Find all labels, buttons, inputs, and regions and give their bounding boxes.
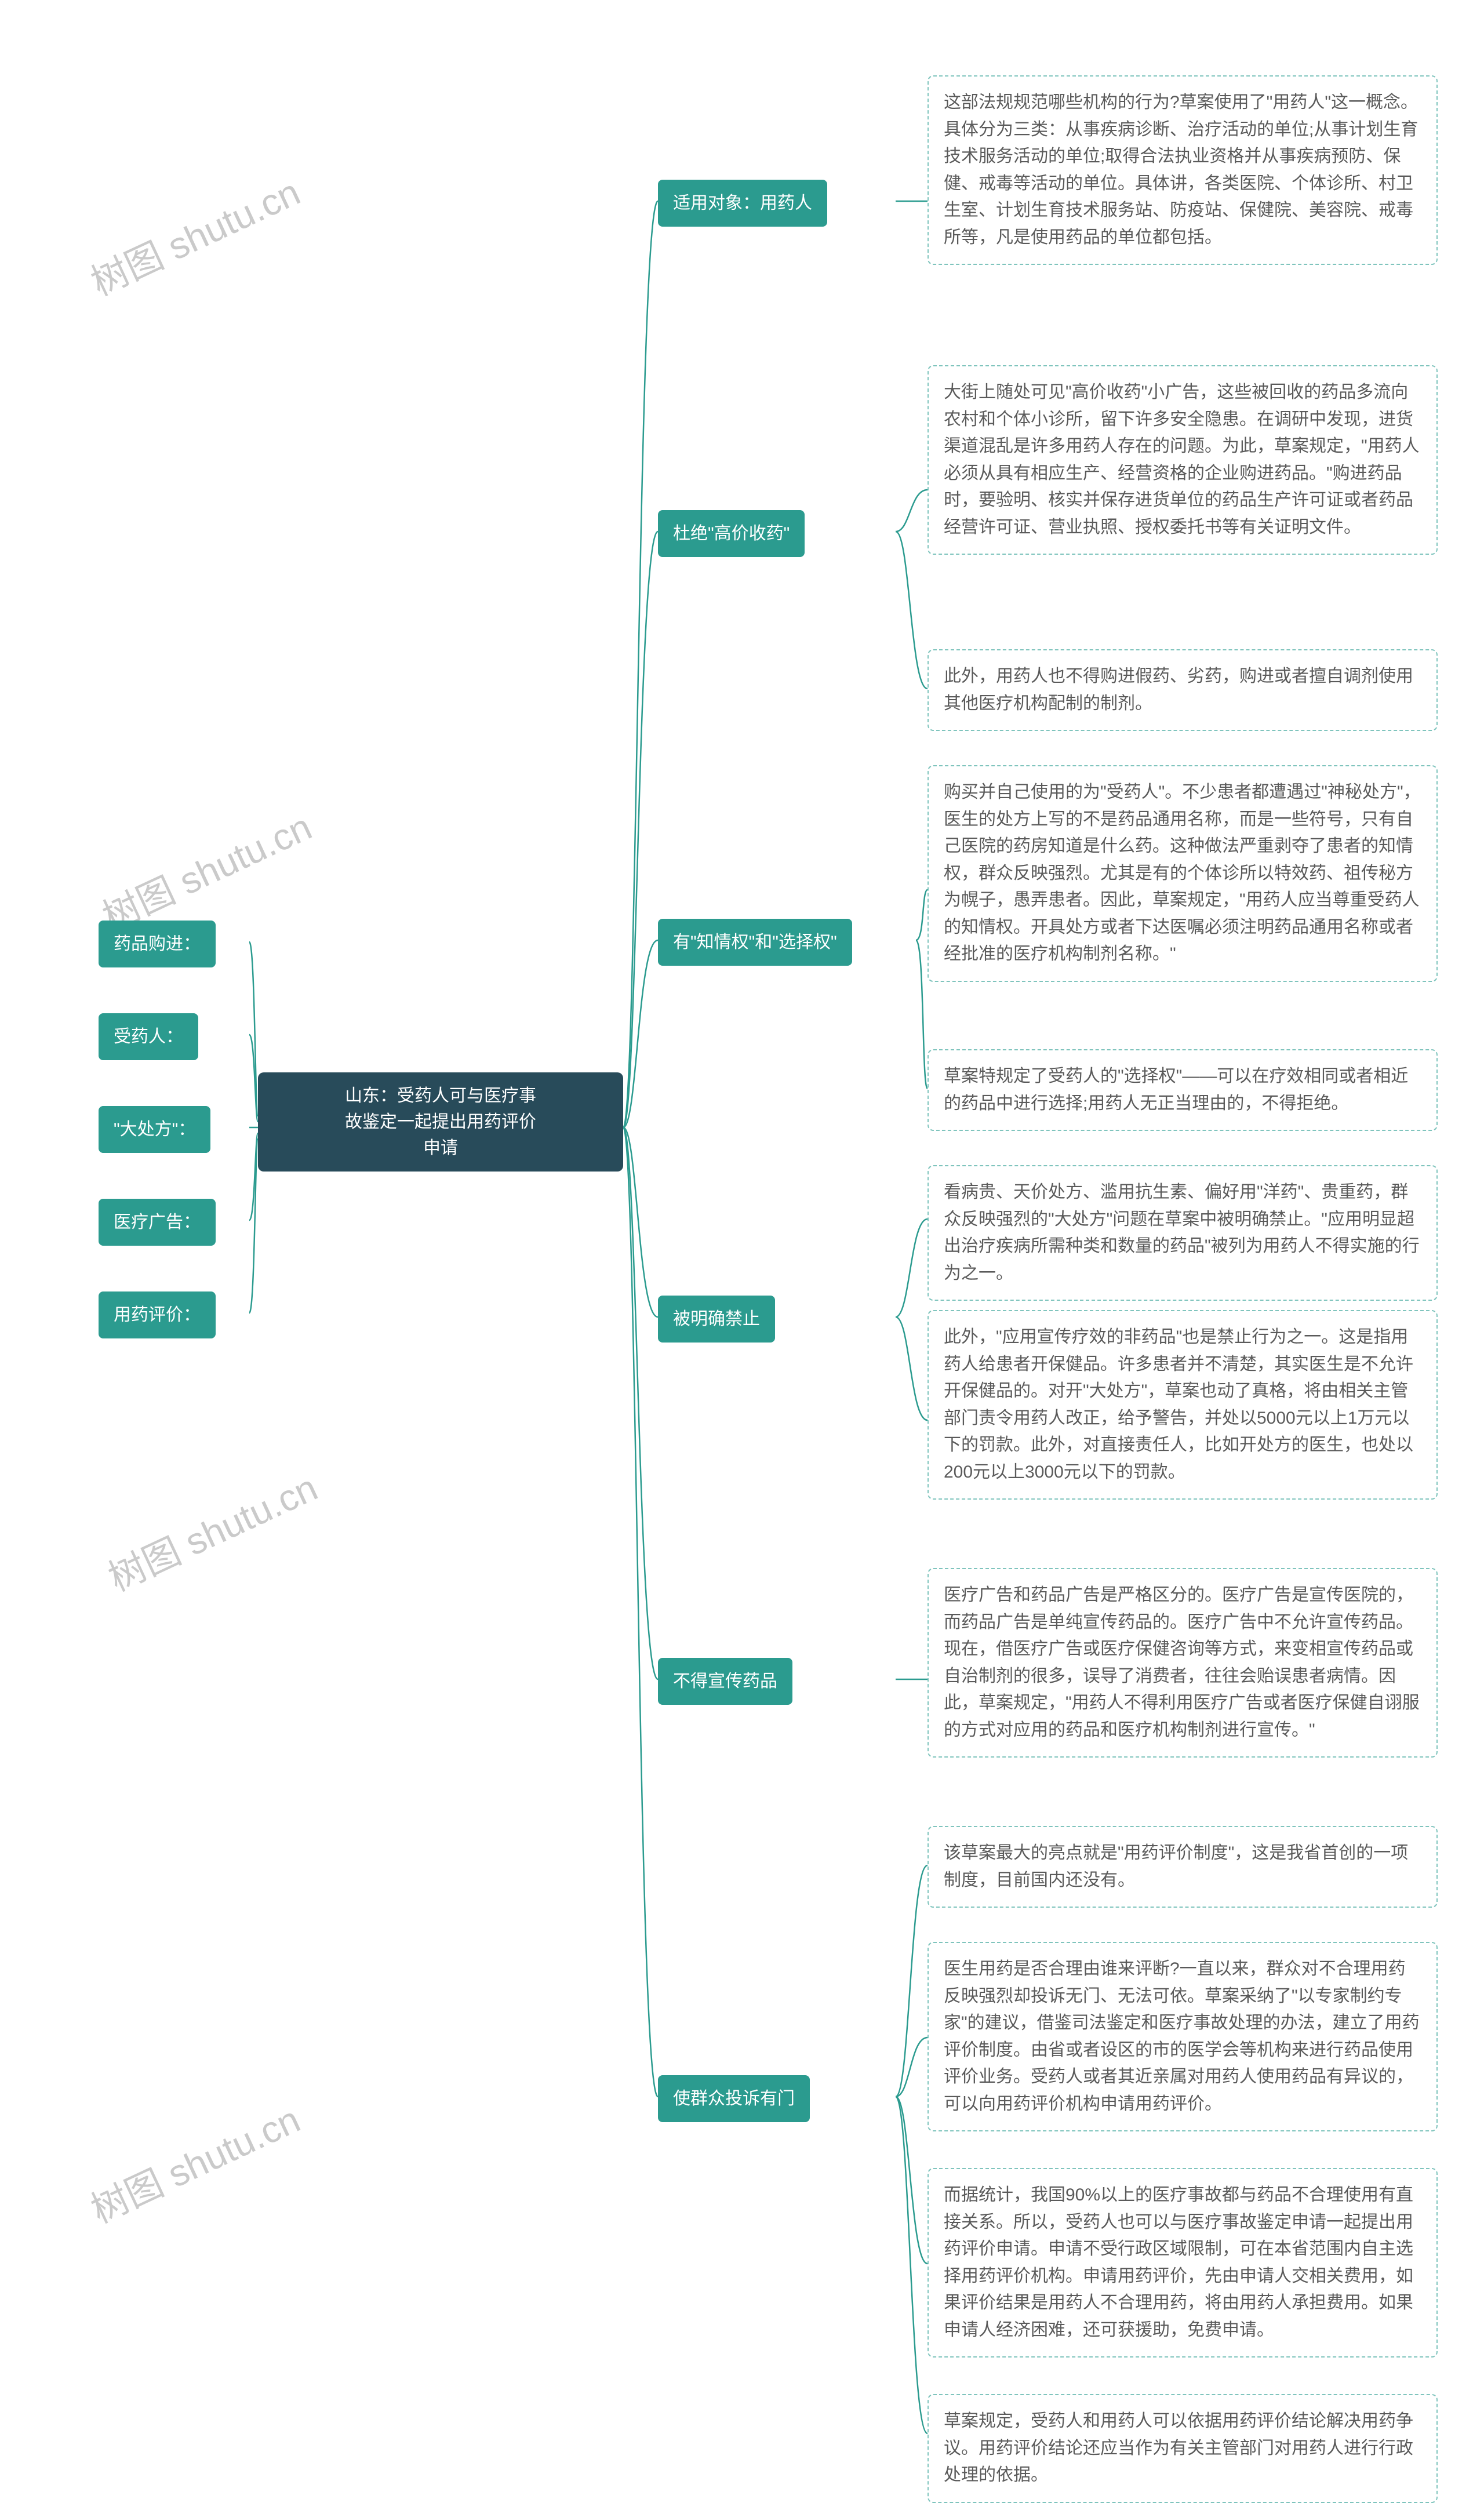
leaf-node[interactable]: 此外，用药人也不得购进假药、劣药，购进或者擅自调剂使用其他医疗机构配制的制剂。 [928, 649, 1438, 731]
leaf-node[interactable]: 医疗广告和药品广告是严格区分的。医疗广告是宣传医院的，而药品广告是单纯宣传药品的… [928, 1568, 1438, 1758]
left-node-big-prescription[interactable]: "大处方"： [99, 1106, 210, 1153]
leaf-text: 看病贵、天价处方、滥用抗生素、偏好用"洋药"、贵重药，群众反映强烈的"大处方"问… [944, 1183, 1420, 1283]
root-title-line: 故鉴定一起提出用药评价 [273, 1109, 608, 1135]
leaf-text: 购买并自己使用的为"受药人"。不少患者都遭遇过"神秘处方"，医生的处方上写的不是… [944, 783, 1421, 963]
branch-label: 适用对象：用药人 [673, 194, 812, 213]
leaf-node[interactable]: 此外，"应用宣传疗效的非药品"也是禁止行为之一。这是指用药人给患者开保健品。许多… [928, 1310, 1438, 1500]
branch-label: 使群众投诉有门 [673, 2089, 795, 2108]
left-node-label: 用药评价： [114, 1305, 201, 1325]
leaf-node[interactable]: 该草案最大的亮点就是"用药评价制度"，这是我省首创的一项制度，目前国内还没有。 [928, 1826, 1438, 1908]
watermark: 树图 shutu.cn [99, 1458, 325, 1602]
leaf-text: 此外，用药人也不得购进假药、劣药，购进或者擅自调剂使用其他医疗机构配制的制剂。 [944, 667, 1413, 713]
branch-public-complaints[interactable]: 使群众投诉有门 [658, 2075, 810, 2122]
left-node-recipient[interactable]: 受药人： [99, 1013, 198, 1060]
left-node-drug-purchase[interactable]: 药品购进： [99, 921, 216, 967]
leaf-node[interactable]: 大街上随处可见"高价收药"小广告，这些被回收的药品多流向农村和个体小诊所，留下许… [928, 365, 1438, 555]
watermark: 树图 shutu.cn [81, 2090, 307, 2233]
leaf-text: 而据统计，我国90%以上的医疗事故都与药品不合理使用有直接关系。所以，受药人也可… [944, 2185, 1413, 2340]
branch-no-drug-ads[interactable]: 不得宣传药品 [658, 1658, 792, 1705]
leaf-text: 草案规定，受药人和用药人可以依据用药评价结论解决用药争议。用药评价结论还应当作为… [944, 2411, 1413, 2484]
branch-stop-high-price[interactable]: 杜绝"高价收药" [658, 510, 805, 557]
left-node-medical-ads[interactable]: 医疗广告： [99, 1199, 216, 1246]
leaf-node[interactable]: 看病贵、天价处方、滥用抗生素、偏好用"洋药"、贵重药，群众反映强烈的"大处方"问… [928, 1165, 1438, 1301]
left-node-label: 医疗广告： [114, 1213, 201, 1232]
branch-applicable-targets[interactable]: 适用对象：用药人 [658, 180, 827, 227]
branch-label: 被明确禁止 [673, 1309, 760, 1329]
root-node[interactable]: 山东：受药人可与医疗事 故鉴定一起提出用药评价 申请 [258, 1072, 623, 1172]
left-node-label: 受药人： [114, 1027, 183, 1046]
branch-label: 有"知情权"和"选择权" [673, 933, 837, 952]
branch-explicitly-banned[interactable]: 被明确禁止 [658, 1296, 775, 1343]
leaf-text: 此外，"应用宣传疗效的非药品"也是禁止行为之一。这是指用药人给患者开保健品。许多… [944, 1327, 1413, 1482]
watermark: 树图 shutu.cn [81, 163, 307, 306]
leaf-node[interactable]: 草案特规定了受药人的"选择权"——可以在疗效相同或者相近的药品中进行选择;用药人… [928, 1049, 1438, 1131]
leaf-node[interactable]: 而据统计，我国90%以上的医疗事故都与药品不合理使用有直接关系。所以，受药人也可… [928, 2168, 1438, 2358]
leaf-text: 草案特规定了受药人的"选择权"——可以在疗效相同或者相近的药品中进行选择;用药人… [944, 1067, 1408, 1113]
branch-label: 杜绝"高价收药" [673, 524, 790, 543]
root-title-line: 申请 [273, 1135, 608, 1161]
leaf-text: 这部法规规范哪些机构的行为?草案使用了"用药人"这一概念。具体分为三类：从事疾病… [944, 93, 1418, 247]
leaf-node[interactable]: 购买并自己使用的为"受药人"。不少患者都遭遇过"神秘处方"，医生的处方上写的不是… [928, 765, 1438, 982]
left-node-label: 药品购进： [114, 934, 201, 954]
leaf-text: 医生用药是否合理由谁来评断?一直以来，群众对不合理用药反映强烈却投诉无门、无法可… [944, 1959, 1420, 2113]
leaf-node[interactable]: 草案规定，受药人和用药人可以依据用药评价结论解决用药争议。用药评价结论还应当作为… [928, 2394, 1438, 2503]
branch-rights-know-choose[interactable]: 有"知情权"和"选择权" [658, 919, 852, 966]
watermark: 树图 shutu.cn [93, 798, 319, 941]
leaf-node[interactable]: 这部法规规范哪些机构的行为?草案使用了"用药人"这一概念。具体分为三类：从事疾病… [928, 75, 1438, 265]
left-node-label: "大处方"： [114, 1120, 195, 1139]
branch-label: 不得宣传药品 [673, 1672, 777, 1691]
leaf-text: 大街上随处可见"高价收药"小广告，这些被回收的药品多流向农村和个体小诊所，留下许… [944, 383, 1420, 537]
leaf-node[interactable]: 医生用药是否合理由谁来评断?一直以来，群众对不合理用药反映强烈却投诉无门、无法可… [928, 1942, 1438, 2131]
root-title-line: 山东：受药人可与医疗事 [273, 1083, 608, 1109]
leaf-text: 医疗广告和药品广告是严格区分的。医疗广告是宣传医院的，而药品广告是单纯宣传药品的… [944, 1585, 1420, 1740]
leaf-text: 该草案最大的亮点就是"用药评价制度"，这是我省首创的一项制度，目前国内还没有。 [944, 1843, 1408, 1890]
left-node-drug-evaluation[interactable]: 用药评价： [99, 1291, 216, 1338]
